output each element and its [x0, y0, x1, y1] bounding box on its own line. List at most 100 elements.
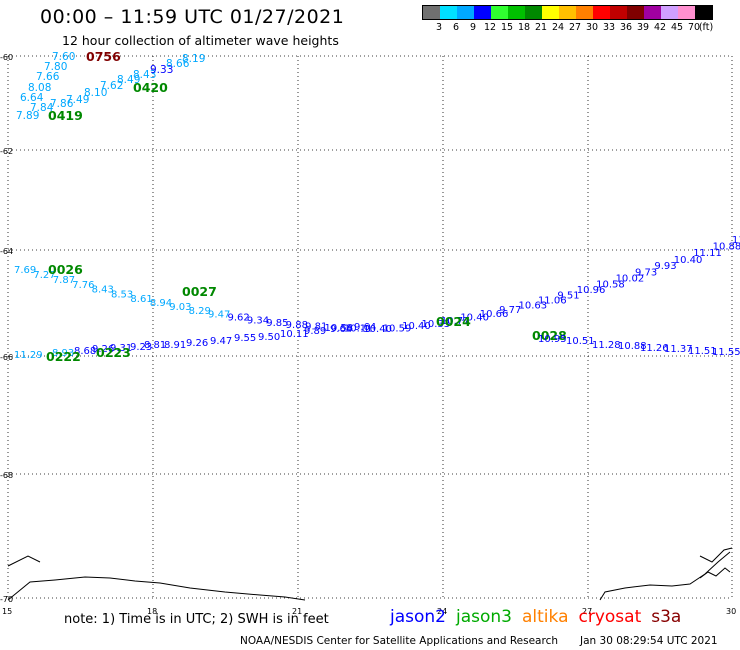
- legend-ticks: 3 6 9 12 15 18 21 24 27 30 33 36 39 42 45 70 (ft): [422, 20, 713, 34]
- swh-value: 7.66: [36, 71, 60, 83]
- swh-value: 9.47: [210, 336, 232, 347]
- lat-label: -64: [0, 247, 13, 256]
- swh-value: 11.06: [538, 296, 567, 307]
- legend-swatch: [593, 6, 610, 19]
- swh-value: 10.95: [538, 334, 567, 345]
- legend-tick-label: 12: [483, 22, 497, 33]
- time-label: 0756: [86, 49, 121, 64]
- swh-value: 11.55: [712, 347, 740, 358]
- swh-value: 9.23: [130, 342, 152, 353]
- swh-value: 8.66: [166, 58, 190, 70]
- legend-swatch: [457, 6, 474, 19]
- swh-value: 7.80: [44, 61, 67, 73]
- swh-value: 11.28: [592, 340, 621, 351]
- legend-tick-label: 36: [619, 22, 633, 33]
- lon-label: 30: [726, 607, 736, 616]
- legend-swatch: [559, 6, 576, 19]
- legend-swatch: [525, 6, 542, 19]
- legend-swatch: [440, 6, 457, 19]
- swh-value: 7.62: [100, 80, 123, 92]
- swh-value: 8.19: [182, 53, 205, 65]
- swh-value: 10.58: [324, 323, 353, 334]
- swh-value: 8.10: [84, 87, 107, 99]
- time-label: 0028: [532, 328, 567, 343]
- time-label: 0223: [96, 345, 131, 360]
- swh-value: 8.68: [74, 346, 96, 357]
- coastline: [7, 547, 733, 601]
- legend-tick-label: 45: [670, 22, 684, 33]
- legend-tick-label: 42: [653, 22, 667, 33]
- swh-value: 11.29: [14, 350, 43, 361]
- swh-value: 9.26: [92, 344, 114, 355]
- swh-value: 11.11: [693, 248, 722, 259]
- swh-value: 9.73: [635, 267, 657, 278]
- time-label: 0419: [48, 108, 83, 123]
- legend-tick-label: 30: [585, 22, 599, 33]
- swh-value: 9.47: [208, 309, 230, 320]
- swh-value: 7.76: [72, 280, 94, 291]
- satellite-legend-item: jason3: [456, 607, 512, 627]
- time-label: 0027: [182, 284, 217, 299]
- legend-tick-label: 15: [500, 22, 514, 33]
- legend-swatch: [508, 6, 525, 19]
- swh-value: 8.91: [164, 340, 186, 351]
- swh-value: 7.60: [52, 51, 75, 63]
- legend-tick-label: 21: [534, 22, 548, 33]
- swh-value: 8.94: [150, 298, 172, 309]
- swh-value: 9.33: [150, 64, 173, 76]
- swh-value: 10.66: [480, 309, 509, 320]
- track-labels: 7.607.807.668.086.647.847.89 7.867.498.10…: [14, 49, 740, 364]
- legend-tick-label: 3: [435, 22, 443, 33]
- lat-label: -60: [0, 53, 13, 62]
- legend-swatches: [422, 5, 713, 20]
- legend-swatch: [423, 6, 440, 19]
- swh-value: 8.08: [28, 82, 51, 94]
- legend-tick-label: 39: [636, 22, 650, 33]
- swh-value: 10.33: [422, 319, 451, 330]
- page-title: 00:00 – 11:59 UTC 01/27/2021: [40, 6, 345, 28]
- swh-value: 9.26: [186, 338, 208, 349]
- swh-value: 9.31: [110, 343, 132, 354]
- swh-value: 8.81: [144, 340, 166, 351]
- legend-tick-label: 33: [602, 22, 616, 33]
- swh-value: 10.11: [344, 324, 373, 335]
- swh-value: 9.85: [266, 318, 288, 329]
- swh-value: 10.88: [713, 242, 740, 253]
- swh-value: 10.40: [674, 255, 703, 266]
- time-label: 0024: [436, 314, 471, 329]
- legend-swatch: [576, 6, 593, 19]
- legend-swatch: [610, 6, 627, 19]
- swh-value: 9.89: [304, 326, 326, 337]
- swh-value: 8.53: [111, 289, 133, 300]
- swh-value: 7.27: [33, 270, 55, 281]
- swh-value: 10.59: [383, 323, 412, 334]
- lon-label: 15: [2, 607, 12, 616]
- timestamp: Jan 30 08:29:54 UTC 2021: [580, 635, 718, 647]
- swh-value: 7.49: [66, 94, 89, 106]
- swh-value: 8.29: [189, 306, 211, 317]
- time-label: 0026: [48, 262, 83, 277]
- swh-value: 8.61: [130, 294, 152, 305]
- swh-value: 8.43: [92, 285, 114, 296]
- satellite-legend-item: altika: [522, 607, 569, 627]
- legend-swatch: [644, 6, 661, 19]
- lat-label: -68: [0, 471, 13, 480]
- swh-value: 11.37: [664, 344, 693, 355]
- legend-swatch: [695, 6, 712, 19]
- lat-label: -62: [0, 147, 13, 156]
- lon-label: 21: [292, 607, 302, 616]
- legend-swatch: [661, 6, 678, 19]
- legend-tick-label: (ft): [698, 22, 714, 33]
- legend-swatch: [491, 6, 508, 19]
- swh-value: 10.88: [618, 341, 647, 352]
- axis-labels: -60 -62 -64 -66 -68 -70 15 18 21 24 27 30: [0, 53, 736, 616]
- swh-value: 10.40: [460, 313, 489, 324]
- satellite-legend: jason2 jason3 altika cryosat s3a: [390, 607, 691, 627]
- swh-value: 9.03: [169, 302, 191, 313]
- lat-label: -70: [0, 595, 13, 604]
- swh-value: 10.63: [519, 300, 548, 311]
- gridlines: [7, 55, 733, 600]
- swh-value: 9.81: [305, 322, 327, 333]
- swh-value: 10.02: [616, 274, 645, 285]
